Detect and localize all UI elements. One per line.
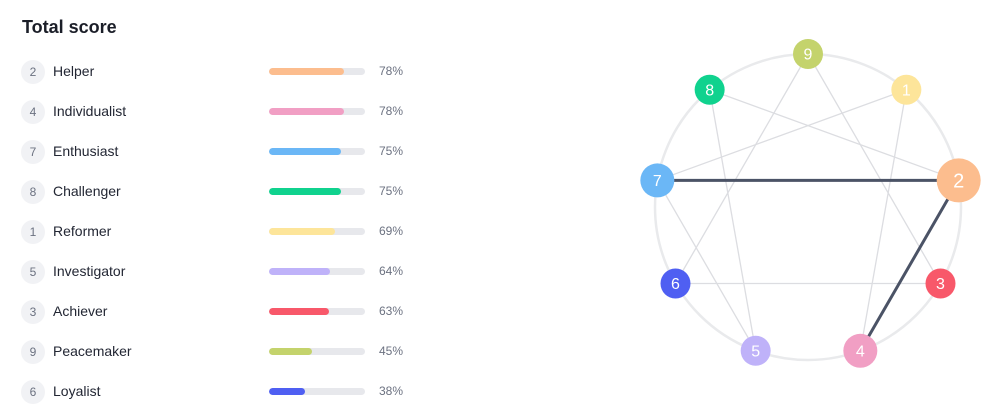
type-number-badge: 1 (21, 220, 45, 244)
type-name: Achiever (53, 303, 108, 319)
score-bar-fill (269, 188, 341, 195)
score-bar (269, 148, 365, 155)
score-bar (269, 308, 365, 315)
type-number-badge: 8 (21, 180, 45, 204)
enneagram-line (709, 89, 757, 352)
type-number-badge: 9 (21, 340, 45, 364)
score-bar (269, 348, 365, 355)
enneagram-node-circle (891, 74, 922, 105)
enneagram-node-circle (640, 163, 675, 198)
type-name: Loyalist (53, 383, 101, 399)
score-row: 8 Challenger 75% (21, 180, 441, 220)
type-number-badge: 3 (21, 300, 45, 324)
type-name: Enthusiast (53, 143, 119, 159)
score-row: 3 Achiever 63% (21, 300, 441, 340)
score-row: 9 Peacemaker 45% (21, 340, 441, 380)
type-number-badge: 2 (21, 60, 45, 84)
enneagram-node-circle (740, 335, 771, 366)
type-name: Helper (53, 63, 95, 79)
enneagram-node-5: 5 (740, 335, 771, 366)
enneagram-node-4: 4 (843, 333, 878, 368)
enneagram-node-2: 2 (936, 158, 981, 203)
score-bar (269, 188, 365, 195)
enneagram-node-circle (694, 74, 725, 105)
enneagram-node-circle (793, 39, 823, 69)
score-percent: 69% (379, 224, 404, 238)
score-percent: 75% (379, 184, 404, 198)
type-name: Investigator (53, 263, 126, 279)
enneagram-line (709, 89, 960, 182)
score-row: 7 Enthusiast 75% (21, 140, 441, 180)
enneagram-node-circle (925, 268, 956, 299)
enneagram-node-label: 5 (751, 343, 760, 360)
enneagram-node-label: 3 (936, 276, 945, 293)
enneagram-line (656, 89, 907, 182)
type-name: Individualist (53, 103, 127, 119)
enneagram-node-label: 9 (804, 47, 813, 64)
enneagram-node-label: 7 (653, 173, 662, 190)
type-number-badge: 6 (21, 380, 45, 404)
enneagram-line (656, 179, 757, 352)
score-bar-fill (269, 108, 344, 115)
score-row: 4 Individualist 78% (21, 100, 441, 140)
score-bar-fill (269, 228, 336, 235)
score-row: 2 Helper 78% (21, 60, 441, 100)
score-row: 1 Reformer 69% (21, 220, 441, 260)
type-number-badge: 5 (21, 260, 45, 284)
enneagram-line (674, 53, 809, 285)
score-percent: 63% (379, 304, 404, 318)
enneagram-diagram: 1 2 3 4 5 6 7 8 9 (640, 39, 981, 368)
enneagram-node-8: 8 (694, 74, 725, 105)
score-percent: 38% (379, 384, 404, 398)
enneagram-node-circle (936, 158, 981, 203)
enneagram-node-label: 4 (856, 343, 865, 360)
score-bar-fill (269, 148, 341, 155)
enneagram-node-9: 9 (793, 39, 823, 69)
enneagram-node-label: 8 (705, 82, 714, 99)
score-bar (269, 108, 365, 115)
score-percent: 75% (379, 144, 404, 158)
score-bar-fill (269, 68, 344, 75)
enneagram-node-7: 7 (640, 163, 675, 198)
enneagram-node-label: 6 (671, 276, 680, 293)
type-name: Peacemaker (53, 343, 132, 359)
enneagram-node-label: 1 (902, 82, 911, 99)
score-percent: 45% (379, 344, 404, 358)
score-bar-fill (269, 388, 306, 395)
score-bar-fill (269, 348, 313, 355)
enneagram-line (859, 89, 907, 352)
score-bar (269, 68, 365, 75)
enneagram-node-1: 1 (891, 74, 922, 105)
type-number-badge: 7 (21, 140, 45, 164)
enneagram-line (807, 53, 942, 285)
type-name: Challenger (53, 183, 121, 199)
enneagram-node-circle (843, 333, 878, 368)
enneagram-node-6: 6 (660, 268, 691, 299)
enneagram-node-label: 2 (953, 170, 964, 192)
score-list: 2 Helper 78% 4 Individualist 78% 7 Enthu… (21, 60, 441, 420)
score-percent: 78% (379, 104, 404, 118)
enneagram-node-circle (660, 268, 691, 299)
score-bar (269, 268, 365, 275)
score-row: 6 Loyalist 38% (21, 380, 441, 420)
type-number-badge: 4 (21, 100, 45, 124)
enneagram-highlight-line (858, 178, 961, 353)
enneagram-node-3: 3 (925, 268, 956, 299)
score-percent: 64% (379, 264, 404, 278)
score-bar (269, 388, 365, 395)
score-row: 5 Investigator 64% (21, 260, 441, 300)
page-title: Total score (22, 17, 117, 37)
score-bar (269, 228, 365, 235)
score-percent: 78% (379, 64, 404, 78)
score-bar-fill (269, 308, 330, 315)
score-bar-fill (269, 268, 331, 275)
type-name: Reformer (53, 223, 112, 239)
